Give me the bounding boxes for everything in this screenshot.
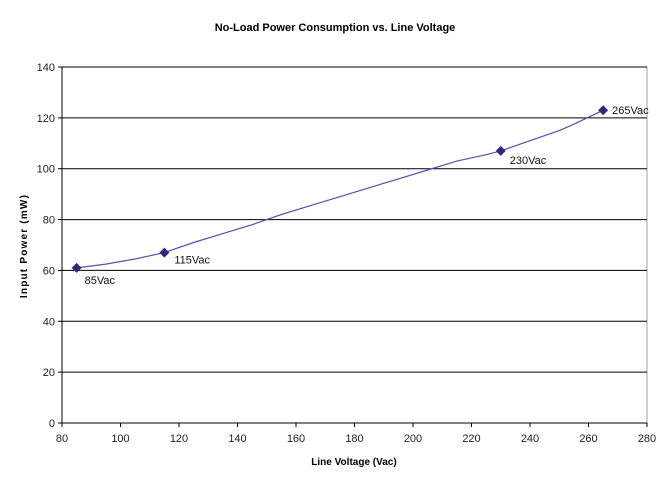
chart-title: No-Load Power Consumption vs. Line Volta…	[215, 22, 456, 34]
x-tick-label: 280	[638, 433, 656, 445]
diamond-marker-icon	[598, 105, 609, 116]
series-line	[76, 109, 604, 269]
x-tick-label: 200	[404, 433, 422, 445]
y-axis: 0 20 40 60 80 100 120 140	[37, 62, 63, 430]
diamond-marker-icon	[71, 262, 82, 273]
x-tick-label: 240	[521, 433, 539, 445]
y-tick-label: 60	[43, 265, 55, 277]
x-tick-label: 220	[462, 433, 480, 445]
y-tick-label: 120	[37, 113, 55, 125]
x-axis: 80 100 120 140 160 180 200 220 240 260 280	[56, 422, 656, 445]
plot-frame	[61, 66, 648, 424]
y-axis-label: Input Power (mW)	[19, 194, 30, 298]
point-label: 230Vac	[510, 155, 547, 167]
y-tick-label: 140	[37, 62, 55, 74]
x-axis-label: Line Voltage (Vac)	[311, 457, 396, 468]
x-tick-label: 260	[579, 433, 597, 445]
y-tick-label: 80	[43, 215, 55, 227]
x-tick-label: 80	[56, 433, 68, 445]
y-tick-label: 0	[49, 418, 55, 430]
point-labels: 85Vac 115Vac 230Vac 265Vac	[85, 105, 649, 287]
y-tick-label: 100	[37, 164, 55, 176]
x-tick-label: 100	[111, 433, 129, 445]
point-label: 115Vac	[174, 255, 210, 267]
x-tick-label: 160	[287, 433, 305, 445]
plot-area	[61, 66, 648, 424]
x-tick-label: 120	[170, 433, 188, 445]
point-label: 85Vac	[85, 275, 116, 287]
point-label: 265Vac	[612, 105, 649, 117]
diamond-marker-icon	[159, 247, 170, 258]
x-tick-label: 140	[228, 433, 246, 445]
data-series	[71, 105, 609, 273]
y-tick-label: 40	[43, 316, 55, 328]
x-tick-label: 180	[345, 433, 363, 445]
diamond-marker-icon	[495, 145, 506, 156]
y-tick-label: 20	[43, 367, 55, 379]
